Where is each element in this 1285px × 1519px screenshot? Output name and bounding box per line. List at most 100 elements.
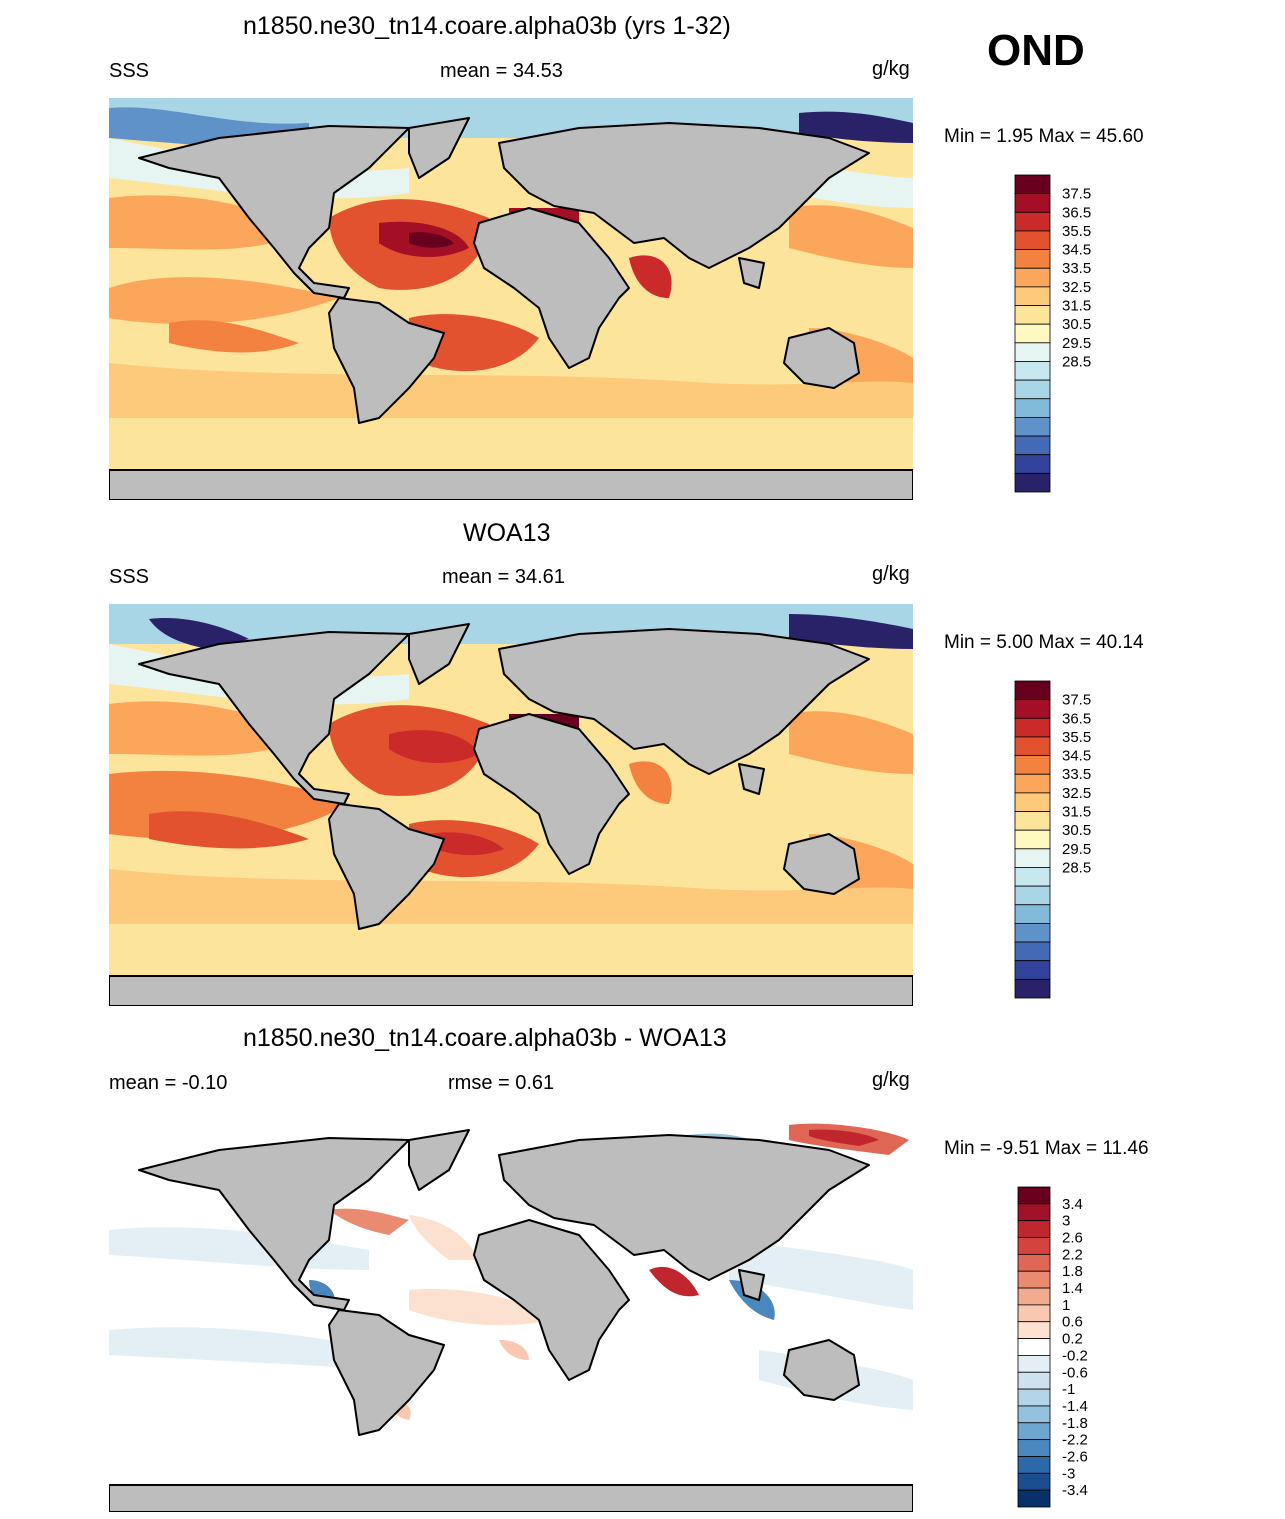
colorbar-swatch [1017, 1203, 1051, 1222]
panel-3-map [109, 1110, 913, 1512]
colorbar-tick-label: 37.5 [1062, 692, 1091, 709]
panel-1-mean-label: mean = 34.53 [440, 60, 563, 82]
panel-3-units: g/kg [872, 1069, 910, 1091]
colorbar-swatch [1017, 1237, 1051, 1255]
panel-1-units: g/kg [872, 58, 910, 80]
colorbar-swatch [1017, 1186, 1051, 1205]
panel-2-left-label: SSS [109, 566, 150, 588]
panel-2-map [109, 604, 913, 1006]
colorbar-tick-label: 1 [1062, 1297, 1070, 1314]
panel-3-left-label: mean = -0.10 [109, 1072, 228, 1094]
colorbar-tick-label: 3 [1062, 1213, 1070, 1230]
colorbar-tick-label: 33.5 [1062, 766, 1091, 783]
colorbar-swatch [1014, 267, 1051, 288]
panel-2-colorbar: 37.5 36.5 35.5 34.5 33.5 32.5 31.5 30.5 29.5 28.5 [1014, 680, 1135, 999]
panel-3-rmse-label: rmse = 0.61 [448, 1072, 555, 1094]
colorbar-swatch [1014, 454, 1051, 474]
colorbar-tick-label: -3.4 [1062, 1482, 1088, 1499]
colorbar-tick-label: 3.4 [1062, 1196, 1083, 1213]
colorbar-swatch [1014, 379, 1051, 400]
colorbar-swatch [1014, 792, 1051, 812]
colorbar-tick-label: 37.5 [1062, 186, 1091, 203]
panel-1-left-label: SSS [109, 60, 150, 82]
colorbar-swatch [1014, 885, 1051, 906]
colorbar-swatch [1014, 978, 1051, 999]
colorbar-swatch [1014, 435, 1051, 456]
colorbar-swatch [1017, 1220, 1051, 1238]
colorbar-tick-label: 31.5 [1062, 298, 1091, 315]
panel-1-minmax: Min = 1.95 Max = 45.60 [944, 126, 1144, 147]
colorbar-tick-label: 2.6 [1062, 1230, 1083, 1247]
panel-3-minmax: Min = -9.51 Max = 11.46 [944, 1138, 1149, 1159]
colorbar-swatch [1014, 305, 1051, 325]
colorbar-tick-label: -3 [1062, 1465, 1075, 1482]
colorbar-swatch [1014, 342, 1051, 362]
colorbar-swatch [1014, 960, 1051, 980]
colorbar-tick-label: 30.5 [1062, 316, 1091, 333]
panel-3-colorbar: 3.4 3 2.6 2.2 1.8 1.4 1 0.6 0.2 -0.2 -0.6 -1 -1.4 -1.… [1017, 1186, 1138, 1508]
colorbar-tick-label: 33.5 [1062, 260, 1091, 277]
colorbar-tick-label: 34.5 [1062, 748, 1091, 765]
colorbar-swatch [1014, 717, 1051, 738]
colorbar-swatch [1014, 361, 1051, 381]
colorbar-swatch [1014, 848, 1051, 868]
colorbar-swatch [1014, 323, 1051, 344]
colorbar-swatch [1014, 249, 1051, 269]
colorbar-swatch [1017, 1456, 1051, 1474]
colorbar-swatch [1014, 904, 1051, 924]
colorbar-tick-label: 28.5 [1062, 859, 1091, 876]
colorbar-tick-label: -2.2 [1062, 1432, 1088, 1449]
colorbar-swatch [1014, 472, 1051, 493]
colorbar-tick-label: 29.5 [1062, 335, 1091, 352]
colorbar-swatch [1014, 811, 1051, 831]
colorbar-tick-label: 30.5 [1062, 822, 1091, 839]
colorbar-tick-label: 1.4 [1062, 1280, 1083, 1297]
colorbar-tick-label: 35.5 [1062, 729, 1091, 746]
colorbar-tick-label: 36.5 [1062, 204, 1091, 221]
colorbar-tick-label: 0.6 [1062, 1314, 1083, 1331]
colorbar-swatch [1017, 1321, 1051, 1339]
colorbar-tick-label: -0.6 [1062, 1364, 1088, 1381]
colorbar-tick-label: 2.2 [1062, 1246, 1083, 1263]
colorbar-tick-label: -1.8 [1062, 1415, 1088, 1432]
colorbar-swatch [1014, 755, 1051, 775]
colorbar-tick-label: 0.2 [1062, 1331, 1083, 1348]
colorbar-tick-label: 28.5 [1062, 353, 1091, 370]
colorbar-swatch [1017, 1287, 1051, 1306]
colorbar-swatch [1017, 1439, 1051, 1457]
colorbar-swatch [1014, 174, 1051, 195]
colorbar-swatch [1017, 1253, 1051, 1272]
colorbar-tick-label: 36.5 [1062, 710, 1091, 727]
colorbar-swatch [1017, 1338, 1051, 1356]
panel-2-units: g/kg [872, 563, 910, 585]
colorbar-tick-label: 34.5 [1062, 242, 1091, 259]
colorbar-swatch [1017, 1472, 1051, 1491]
panel-2-mean-label: mean = 34.61 [442, 566, 565, 588]
colorbar-swatch [1014, 941, 1051, 962]
season-label: OND [987, 26, 1085, 75]
panel-2-title: WOA13 [463, 519, 551, 547]
colorbar-swatch [1014, 230, 1051, 250]
panel-1-map [109, 98, 913, 500]
colorbar-tick-label: -1.4 [1062, 1398, 1088, 1415]
colorbar-tick-label: 29.5 [1062, 841, 1091, 858]
colorbar-tick-label: -0.2 [1062, 1347, 1088, 1364]
colorbar-swatch [1017, 1422, 1051, 1441]
colorbar-swatch [1017, 1270, 1051, 1289]
panel-2-minmax: Min = 5.00 Max = 40.14 [944, 632, 1144, 653]
colorbar-swatch [1014, 923, 1051, 943]
colorbar-swatch [1017, 1371, 1051, 1390]
colorbar-tick-label: 32.5 [1062, 785, 1091, 802]
colorbar-swatch [1014, 699, 1051, 719]
colorbar-swatch [1014, 867, 1051, 887]
panel-1-title: n1850.ne30_tn14.coare.alpha03b (yrs 1-32… [243, 12, 731, 40]
colorbar-swatch [1014, 193, 1051, 213]
colorbar-swatch [1017, 1355, 1051, 1373]
colorbar-tick-label: 1.8 [1062, 1263, 1083, 1280]
colorbar-tick-label: -2.6 [1062, 1448, 1088, 1465]
colorbar-swatch [1017, 1304, 1051, 1323]
colorbar-swatch [1014, 736, 1051, 756]
panel-3-title: n1850.ne30_tn14.coare.alpha03b - WOA13 [243, 1024, 727, 1052]
colorbar-tick-label: 32.5 [1062, 279, 1091, 296]
colorbar-swatch [1014, 398, 1051, 418]
